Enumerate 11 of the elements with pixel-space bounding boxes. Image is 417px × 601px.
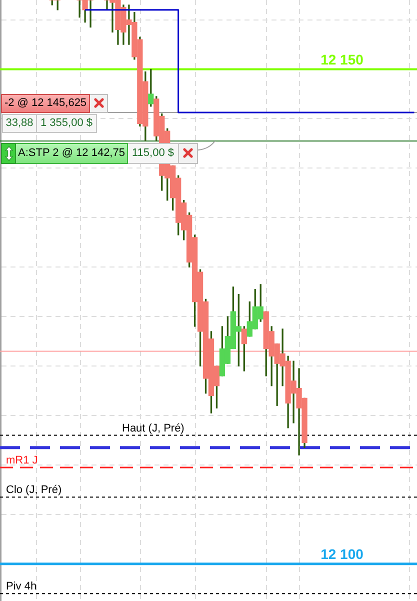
annotation: 1 355,00 $ xyxy=(37,114,97,133)
annotation: 33,88 xyxy=(2,114,37,133)
annotation: -2 @ 12 145,625 xyxy=(1,94,90,113)
ref-line-label: Haut (J, Pré) xyxy=(122,422,184,434)
ref-line-label: 12 150 xyxy=(320,51,364,68)
ref-line-label: Clo (J, Pré) xyxy=(6,484,62,496)
ref-line-label: mR1 J xyxy=(6,454,38,466)
annotation: 115,00 $ xyxy=(128,142,179,164)
ref-line-label: Piv 4h xyxy=(6,580,37,593)
ref-line-label: 12 100 xyxy=(320,546,364,562)
ref-line-label: A:STP 2 @ 12 142,75 xyxy=(16,142,128,164)
